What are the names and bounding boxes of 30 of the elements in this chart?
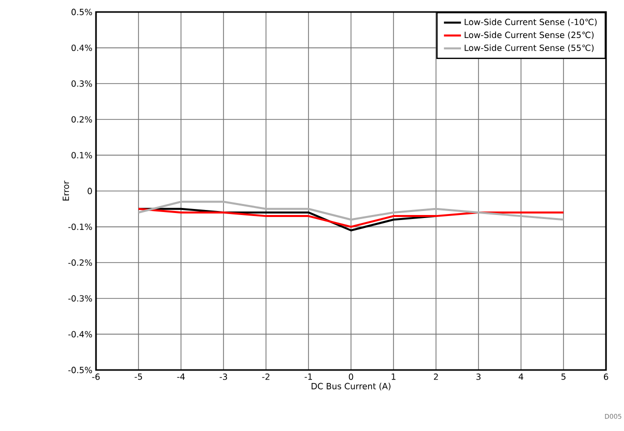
legend-label: Low-Side Current Sense (25℃) [464, 32, 594, 40]
legend-label: Low-Side Current Sense (-10℃) [464, 18, 597, 26]
x-tick-label: 4 [518, 374, 524, 380]
y-tick-label: -0.3% [68, 295, 92, 302]
y-tick-label: 0.4% [72, 44, 92, 51]
x-axis-title: DC Bus Current (A) [312, 382, 390, 390]
x-tick-label: -3 [220, 374, 228, 380]
x-tick-label: -1 [304, 374, 312, 380]
y-tick-label: 0.1% [72, 152, 92, 158]
y-tick-label: -0.1% [68, 224, 92, 230]
y-axis-title: Error [62, 180, 70, 200]
x-tick-label: -4 [177, 374, 185, 380]
x-tick-label: -6 [92, 374, 100, 380]
y-tick-label: 0.3% [72, 80, 92, 87]
x-tick-label: 1 [392, 374, 396, 380]
line-series [138, 200, 565, 221]
y-tick-label: 0 [88, 188, 92, 194]
y-tick-label: -0.2% [68, 259, 92, 266]
y-tick-label: 0.5% [72, 8, 92, 16]
x-tick-label: 6 [604, 374, 608, 380]
y-tick-label: -0.4% [68, 331, 92, 338]
legend-label: Low-Side Current Sense (55℃) [464, 44, 594, 52]
y-tick-label: 0.2% [72, 116, 92, 123]
y-tick-label: -0.5% [68, 366, 92, 374]
x-tick-label: 0 [348, 374, 354, 380]
x-tick-label: 5 [561, 374, 566, 380]
x-tick-label: 2 [434, 374, 438, 380]
x-tick-label: 3 [476, 374, 481, 380]
x-tick-label: -5 [134, 374, 142, 380]
x-tick-label: -2 [262, 374, 270, 380]
